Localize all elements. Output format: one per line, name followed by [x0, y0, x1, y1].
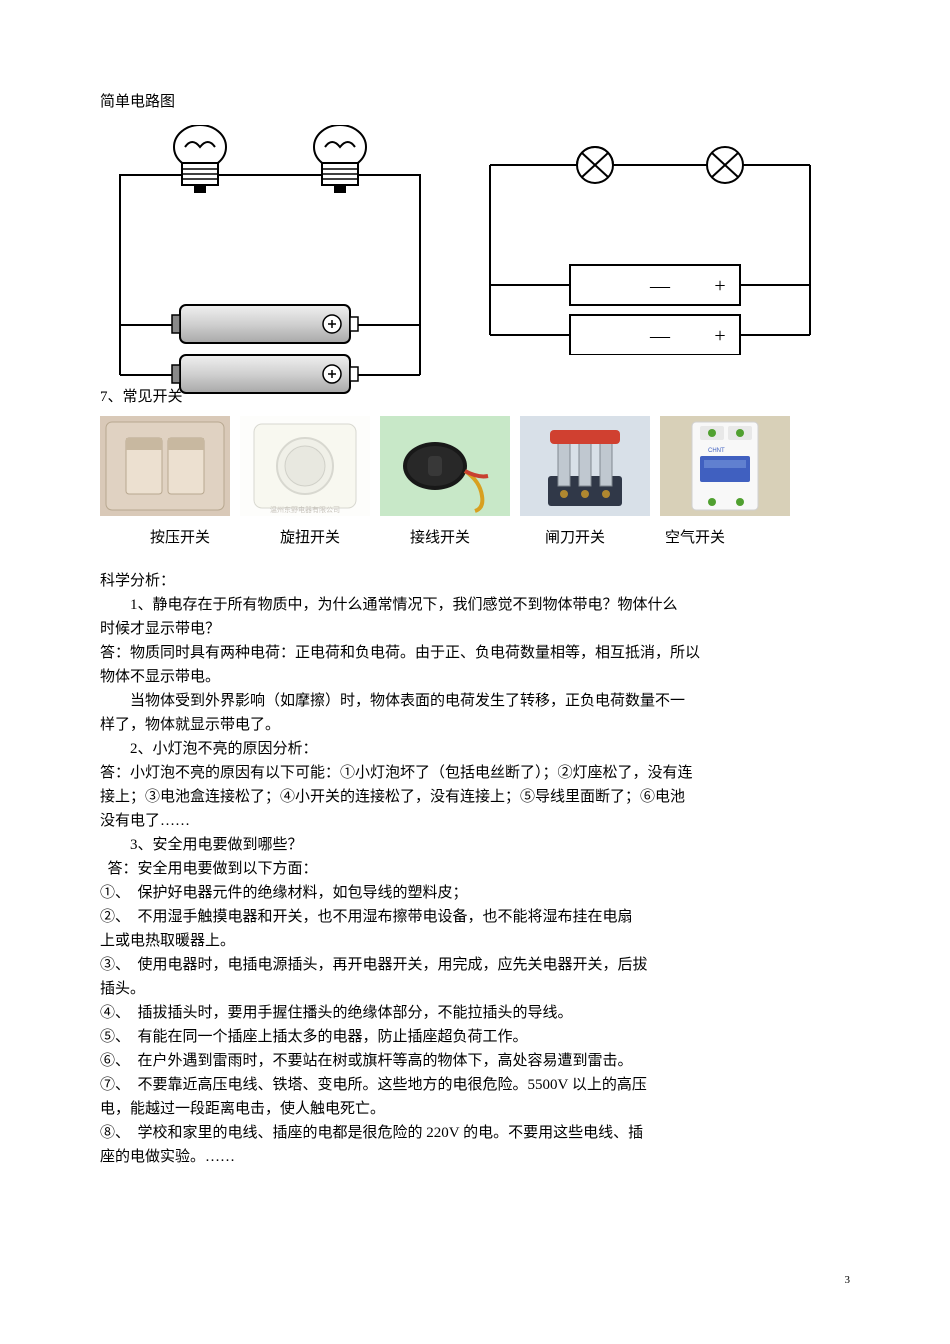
question-3: 3、安全用电要做到哪些？ [100, 833, 850, 857]
switch-label: 闸刀开关 [545, 526, 665, 547]
svg-text:—: — [649, 275, 671, 297]
answer-3-item: 座的电做实验。…… [100, 1145, 850, 1169]
answer-3-item: ④、 插拔插头时，要用手握住播头的绝缘体部分，不能拉插头的导线。 [100, 1001, 850, 1025]
circuit-breaker-photo: CHNT [660, 416, 790, 516]
switch-labels-row: 按压开关 旋扭开关 接线开关 闸刀开关 空气开关 [100, 526, 850, 547]
page-number: 3 [845, 1274, 851, 1286]
answer-1-line: 当物体受到外界影响（如摩擦）时，物体表面的电荷发生了转移，正负电荷数量不一 [100, 689, 850, 713]
answer-2-line: 接上；③电池盒连接松了；④小开关的连接松了，没有连接上；⑤导线里面断了；⑥电池 [100, 785, 850, 809]
switch-label: 按压开关 [150, 526, 280, 547]
battery-icon [172, 305, 358, 343]
question-2: 2、小灯泡不亮的原因分析： [100, 737, 850, 761]
switch-photos-row: 温州东野电器有限公司 [100, 416, 850, 516]
wall-switch-photo [100, 416, 230, 516]
title: 简单电路图 [100, 90, 850, 111]
analysis-heading: 科学分析： [100, 569, 850, 593]
lamp-symbol-icon [700, 147, 750, 183]
knife-switch-photo [520, 416, 650, 516]
answer-3-item: ①、 保护好电器元件的绝缘材料，如包导线的塑料皮； [100, 881, 850, 905]
answer-3-item: ⑥、 在户外遇到雷雨时，不要站在树或旗杆等高的物体下，高处容易遭到雷击。 [100, 1049, 850, 1073]
item-7-text: 7、常见开关 [100, 385, 183, 406]
answer-3-item: ②、 不用湿手触摸电器和开关，也不用湿布擦带电设备，也不能将湿布挂在电扇 [100, 905, 850, 929]
svg-text:—: — [649, 325, 671, 347]
svg-text:温州东野电器有限公司: 温州东野电器有限公司 [270, 505, 340, 514]
answer-1-line: 答：物质同时具有两种电荷：正电荷和负电荷。由于正、负电荷数量相等，相互抵消，所以 [100, 641, 850, 665]
answer-2-line: 答：小灯泡不亮的原因有以下可能：①小灯泡坏了（包括电丝断了）；②灯座松了，没有连 [100, 761, 850, 785]
answer-3-item: ⑤、 有能在同一个插座上插太多的电器，防止插座超负荷工作。 [100, 1025, 850, 1049]
pictorial-circuit-diagram [100, 125, 440, 395]
schematic-circuit-diagram: — + — + [470, 125, 830, 355]
svg-text:+: + [714, 275, 725, 297]
dimmer-switch-photo: 温州东野电器有限公司 [240, 416, 370, 516]
answer-3-item: ⑧、 学校和家里的电线、插座的电都是很危险的 220V 的电。不要用这些电线、插 [100, 1121, 850, 1145]
answer-3-item: 上或电热取暖器上。 [100, 929, 850, 953]
answer-1-line: 样了，物体就显示带电了。 [100, 713, 850, 737]
switch-label: 旋扭开关 [280, 526, 410, 547]
answer-2-line: 没有电了…… [100, 809, 850, 833]
battery-symbol-icon: — + [490, 265, 810, 305]
inline-switch-photo [380, 416, 510, 516]
answer-3-item: ③、 使用电器时，电插电源插头，再开电器开关，用完成，应先关电器开关，后拔 [100, 953, 850, 977]
lamp-symbol-icon [570, 147, 620, 183]
svg-text:CHNT: CHNT [708, 448, 725, 454]
page-container: 简单电路图 [0, 0, 950, 1304]
switch-label: 空气开关 [665, 526, 785, 547]
switch-label: 接线开关 [410, 526, 545, 547]
circuit-diagrams: — + — + [100, 125, 850, 395]
answer-3-item: ⑦、 不要靠近高压电线、铁塔、变电所。这些地方的电很危险。5500V 以上的高压 [100, 1073, 850, 1097]
question-1-line: 时候才显示带电？ [100, 617, 850, 641]
answer-3-head: 答：安全用电要做到以下方面： [100, 857, 850, 881]
answer-1-line: 物体不显示带电。 [100, 665, 850, 689]
answer-3-item: 插头。 [100, 977, 850, 1001]
battery-icon [172, 355, 358, 393]
svg-text:+: + [714, 325, 725, 347]
battery-symbol-icon: — + [490, 315, 810, 355]
answer-3-item: 电，能越过一段距离电击，使人触电死亡。 [100, 1097, 850, 1121]
question-1-line: 1、静电存在于所有物质中，为什么通常情况下，我们感觉不到物体带电？物体什么 [100, 593, 850, 617]
